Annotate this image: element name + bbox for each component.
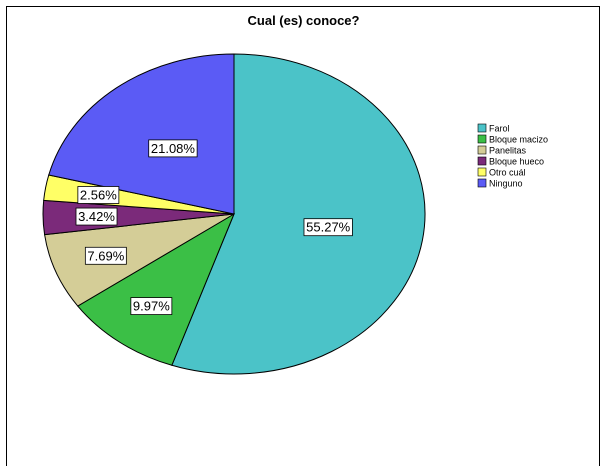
legend-label-farol: Farol [489, 124, 510, 134]
chart-title: Cual (es) conoce? [247, 13, 360, 28]
legend-label-panelitas: Panelitas [489, 146, 527, 156]
data-label: 3.42% [78, 209, 115, 224]
legend-swatch-otro-cual [477, 167, 487, 177]
legend-label-bloque-macizo: Bloque macizo [489, 135, 548, 145]
data-label-box [75, 207, 118, 226]
data-label-box [303, 218, 353, 237]
legend-label-otro-cual: Otro cuál [489, 168, 526, 178]
data-label-box [77, 186, 120, 204]
pie-slice-farol [171, 53, 426, 375]
data-label: 55.27% [306, 220, 351, 235]
data-label: 2.56% [80, 187, 117, 202]
legend-swatch-farol [477, 123, 487, 133]
data-label-box [130, 297, 173, 315]
data-label: 7.69% [87, 248, 124, 263]
data-label-box [84, 246, 127, 265]
legend-swatch-bloque-macizo [477, 134, 487, 144]
data-label-box [148, 139, 198, 158]
pie-slice-ninguno [48, 53, 235, 215]
data-label: 9.97% [133, 299, 170, 314]
legend-label-bloque-hueco: Bloque hueco [489, 157, 544, 167]
legend-swatch-ninguno [477, 178, 487, 188]
pie-labels: 55.27% 9.97% 7.69% 3.42% 2.56% 21.08% [75, 139, 353, 315]
legend-swatch-panelitas [477, 145, 487, 155]
pie-slices [42, 53, 426, 375]
legend-swatch-bloque-hueco [477, 156, 487, 166]
pie-slice-bloque-macizo [76, 212, 236, 366]
pie-slice-panelitas [44, 213, 235, 307]
legend-label-ninguno: Ninguno [489, 179, 523, 189]
data-label: 21.08% [151, 141, 196, 156]
